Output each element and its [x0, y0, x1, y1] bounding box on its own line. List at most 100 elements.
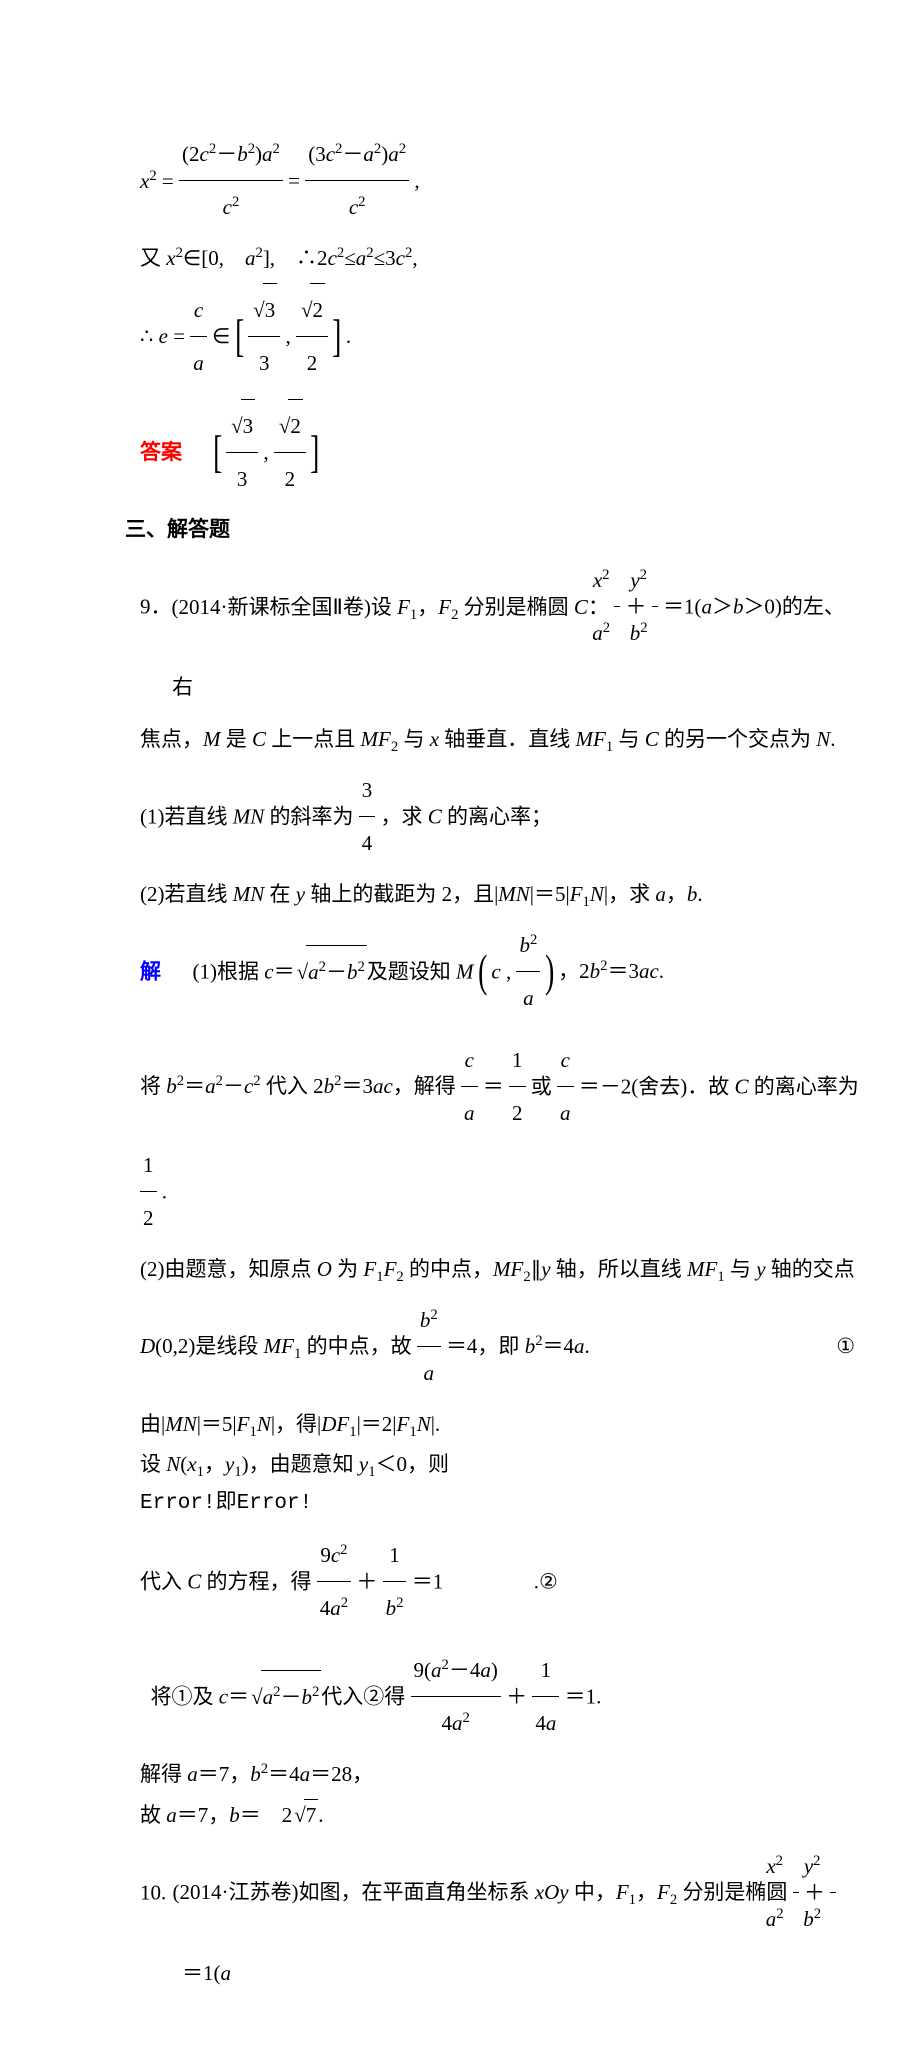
frac-num: b2	[417, 1294, 441, 1346]
frac-den: 4a	[532, 1696, 559, 1749]
deriv-line-1: x2 = (2c2－b2)a2c2 = (3c2－a2)a2c2 ,	[140, 128, 860, 233]
right-paren-icon: )	[545, 948, 554, 994]
frac-num: b2	[516, 919, 540, 971]
left-paren-icon: (	[478, 948, 487, 994]
text: ，2b2＝3ac.	[558, 959, 664, 983]
frac-den: b2	[652, 606, 658, 659]
text: ＝	[483, 1074, 504, 1098]
text: D(0,2)是线段 MF1 的中点，故	[140, 1334, 412, 1358]
frac-num: 1	[140, 1139, 157, 1191]
text: 将 b2＝a2－c2 代入 2b2＝3ac，解得	[140, 1074, 456, 1098]
text: 或	[531, 1074, 552, 1098]
q10-stem: 10. (2014·江苏卷)如图，在平面直角坐标系 xOy 中，F1，F2 分别是…	[140, 1840, 860, 1999]
text: ∴ e =	[140, 324, 190, 348]
sqrt-radicand: a2－b2	[306, 945, 367, 998]
frac-num: 9(a2－4a)	[411, 1644, 501, 1696]
frac-num: y2	[830, 1840, 836, 1892]
text: .	[162, 1179, 167, 1203]
sqrt-radicand: a2－b2	[261, 1670, 322, 1723]
q9-sol-line5: 由|MN|＝5|F1N|，得|DF1|＝2|F1N|.	[140, 1409, 860, 1439]
q9-sol-line4: D(0,2)是线段 MF1 的中点，故 b2a ＝4，即 b2＝4a. ①	[140, 1294, 860, 1399]
frac-num: (3c2－a2)a2	[305, 128, 409, 180]
text: ＝－2(舍去)．故 C 的离心率为	[579, 1074, 859, 1098]
text: 故 a＝7，b＝ 2	[140, 1803, 292, 1827]
q9-stem-line2: 焦点，M 是 C 上一点且 MF2 与 x 轴垂直．直线 MF1 与 C 的另一…	[140, 724, 860, 754]
text: ＝1	[412, 1569, 444, 1593]
q9-sol-line11: 故 a＝7，b＝ 2 7.	[140, 1799, 860, 1830]
frac-num: y2	[652, 554, 658, 606]
frac-den: b2	[383, 1581, 407, 1634]
sqrt-radicand: 7	[304, 1799, 319, 1830]
q9-sol-line1: 解 (1)根据 c＝ a2－b2及题设知 M ( c , b2a ) ，2b2＝3…	[140, 919, 860, 1024]
frac-den: a	[461, 1086, 478, 1139]
solution-label: 解	[140, 959, 161, 983]
q9-sol-line2: 将 b2＝a2－c2 代入 2b2＝3ac，解得 ca ＝ 12 或 ca ＝－…	[140, 1034, 860, 1244]
q9-sol-line9: 将①及 c＝a2－b2代入②得 9(a2－4a)4a2 ＋ 14a ＝1.	[140, 1644, 860, 1749]
deriv-line-3: ∴ e = ca ∈ [ 33 , 22 ] .	[140, 283, 860, 389]
frac-den: 2	[509, 1086, 526, 1139]
text: ∈	[212, 324, 236, 348]
text: ＝1(a	[182, 1961, 231, 1985]
text: (2014·新课标全国Ⅱ卷)设 F1，F2 分别是椭圆 C：	[172, 595, 609, 619]
q9-sol-line10: 解得 a＝7，b2＝4a＝28，	[140, 1759, 860, 1789]
frac-num: 1	[383, 1529, 407, 1581]
frac-num: 1	[532, 1644, 559, 1696]
frac-num: c	[461, 1034, 478, 1086]
frac-den: 3	[226, 452, 258, 505]
text: .	[318, 1803, 323, 1827]
frac-den: 4a2	[317, 1581, 351, 1634]
frac-den: 2	[140, 1191, 157, 1244]
text: (2014·江苏卷)如图，在平面直角坐标系 xOy 中，F1，F2 分别是椭圆	[173, 1880, 788, 1904]
answer-line: 答案 [ 33 , 22 ]	[140, 399, 860, 505]
q9-sol-line8: 代入 C 的方程，得 9c24a2 ＋ 1b2 ＝1 .②	[140, 1529, 860, 1634]
frac-den: a	[417, 1346, 441, 1399]
frac-den: a	[190, 336, 207, 389]
q9-part2: (2)若直线 MN 在 y 轴上的截距为 2，且|MN|＝5|F1N|，求 a，…	[140, 879, 860, 909]
text: ＝4，即 b2＝4a.	[446, 1334, 590, 1358]
frac-num: (2c2－b2)a2	[179, 128, 283, 180]
sqrt-radicand: 2	[310, 283, 325, 336]
q9-label: 9．	[140, 595, 172, 619]
sqrt-radicand: 2	[288, 399, 303, 452]
text: c ,	[491, 959, 511, 983]
frac-num: c	[557, 1034, 574, 1086]
left-bracket-icon: [	[235, 313, 244, 359]
eq-number: .②	[534, 1569, 558, 1593]
frac-num: 3	[359, 764, 376, 816]
sqrt-radicand: 3	[263, 283, 278, 336]
section-heading: 三、解答题	[125, 515, 860, 544]
frac-den: 4	[359, 816, 376, 869]
right-bracket-icon: ]	[310, 429, 319, 475]
text: ＝1.	[565, 1684, 602, 1708]
text: 及题设知 M	[367, 959, 474, 983]
text: 代入②得	[321, 1684, 405, 1708]
text: ，求 C 的离心率；	[381, 804, 553, 828]
page-content: x2 = (2c2－b2)a2c2 = (3c2－a2)a2c2 , 又 x2∈…	[140, 128, 860, 1999]
frac-den: c2	[179, 180, 283, 233]
frac-den: a	[557, 1086, 574, 1139]
text: (1)若直线 MN 的斜率为	[140, 804, 354, 828]
right-bracket-icon: ]	[332, 313, 341, 359]
text: (1)根据 c＝	[193, 959, 295, 983]
deriv-line-2: 又 x2∈[0, a2], ∴2c2≤a2≤3c2,	[140, 243, 860, 273]
text: ＋	[356, 1569, 377, 1593]
frac-den: a2	[614, 606, 620, 659]
frac-den: 2	[296, 336, 328, 389]
text: ＋	[506, 1684, 527, 1708]
q10-label: 10.	[140, 1880, 166, 1904]
q9-sol-error: Error!即Error!	[140, 1489, 860, 1519]
q9-sol-line3: (2)由题意，知原点 O 为 F1F2 的中点，MF2∥y 轴，所以直线 MF1…	[140, 1254, 860, 1284]
frac-num: c	[190, 284, 207, 336]
frac-num: 1	[509, 1034, 526, 1086]
frac-num: x2	[614, 554, 620, 606]
q9-stem-line1: 9．(2014·新课标全国Ⅱ卷)设 F1，F2 分别是椭圆 C： x2a2 ＋ …	[140, 554, 860, 713]
frac-den: 2	[274, 452, 306, 505]
frac-den: c2	[305, 180, 409, 233]
text: 代入 C 的方程，得	[140, 1569, 312, 1593]
answer-label: 答案	[140, 440, 182, 464]
left-bracket-icon: [	[213, 429, 222, 475]
text: 将①及 c＝	[151, 1684, 250, 1708]
frac-den: a	[516, 971, 540, 1024]
frac-den: b2	[830, 1892, 836, 1945]
sqrt-radicand: 3	[241, 399, 256, 452]
